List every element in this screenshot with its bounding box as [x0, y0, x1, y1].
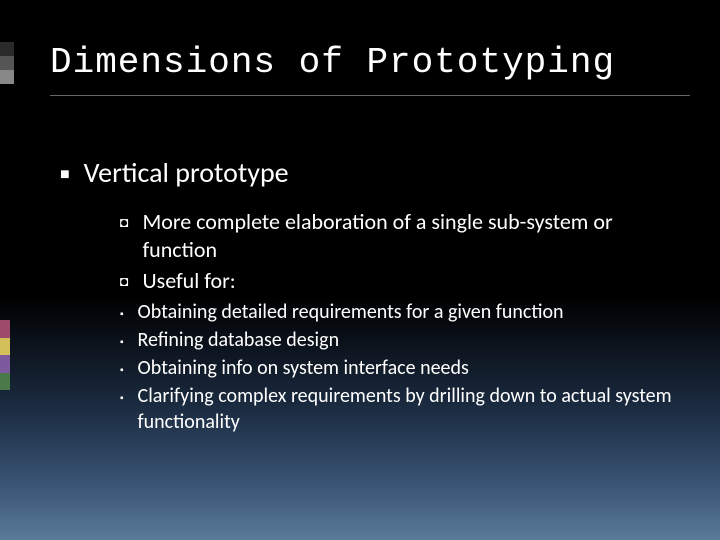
bullet-lvl3: Obtaining info on system interface needs	[120, 355, 680, 381]
bullet-lvl2: Useful for:	[120, 267, 680, 295]
bullet-lvl3: Clarifying complex requirements by drill…	[120, 383, 680, 435]
title-underline	[50, 95, 690, 96]
slide-title-region: Dimensions of Prototyping	[50, 42, 690, 96]
bullet-lvl3: Obtaining detailed requirements for a gi…	[120, 299, 680, 325]
bullet-text: Vertical prototype	[84, 155, 680, 190]
bullet-text: Refining database design	[138, 327, 680, 353]
bullet-text: Obtaining detailed requirements for a gi…	[138, 299, 680, 325]
slide-title: Dimensions of Prototyping	[50, 42, 690, 83]
bullet-lvl2: More complete elaboration of a single su…	[120, 208, 680, 263]
bullet-lvl1: Vertical prototype	[60, 155, 680, 190]
bullet-text: Clarifying complex requirements by drill…	[138, 383, 680, 435]
slide-body: Vertical prototype More complete elabora…	[60, 155, 680, 437]
side-accent-bar	[0, 320, 10, 390]
bullet-lvl3: Refining database design	[120, 327, 680, 353]
bullet-text: Useful for:	[142, 267, 680, 295]
title-accent-bar	[0, 42, 14, 84]
bullet-text: More complete elaboration of a single su…	[142, 208, 680, 263]
bullet-text: Obtaining info on system interface needs	[138, 355, 680, 381]
